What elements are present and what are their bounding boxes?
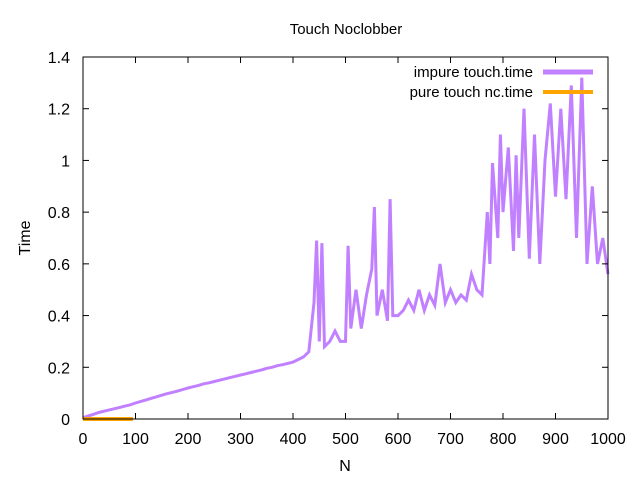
x-tick-label: 100 (122, 431, 149, 448)
x-axis-label: N (339, 458, 351, 475)
chart-title: Touch Noclobber (290, 21, 403, 38)
y-axis-label: Time (17, 220, 34, 255)
x-tick-label: 0 (79, 431, 88, 448)
x-tick-label: 300 (227, 431, 254, 448)
y-tick-label: 0.2 (48, 360, 70, 377)
y-tick-label: 0.8 (48, 205, 70, 222)
x-tick-label: 400 (280, 431, 307, 448)
x-tick-label: 700 (437, 431, 464, 448)
legend: impure touch.time pure touch nc.time (410, 64, 593, 101)
x-tick-label: 1000 (590, 431, 626, 448)
y-tick-label: 1.4 (48, 50, 70, 67)
x-tick-label: 500 (332, 431, 359, 448)
y-tick-label: 1.2 (48, 102, 70, 119)
legend-label: impure touch.time (414, 64, 533, 81)
y-tick-label: 0.6 (48, 257, 70, 274)
tick-layer: 0 100 200 300 400 500 600 700 800 900 1000 0 0.2 0.4 0… (48, 50, 626, 448)
y-tick-label: 1 (61, 153, 70, 170)
y-tick-label: 0.4 (48, 309, 70, 326)
x-tick-label: 800 (490, 431, 517, 448)
series-layer (82, 77, 610, 421)
series-line-impure-touch-time (82, 77, 610, 420)
x-tick-label: 900 (542, 431, 569, 448)
legend-label: pure touch nc.time (410, 84, 533, 101)
plot-frame (82, 56, 609, 420)
x-tick-label: 600 (385, 431, 412, 448)
x-tick-label: 200 (175, 431, 202, 448)
y-tick-label: 0 (61, 412, 70, 429)
